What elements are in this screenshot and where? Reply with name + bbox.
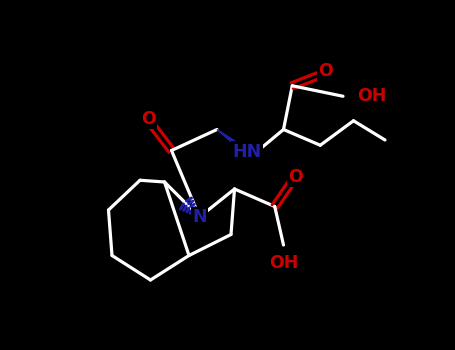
Text: OH: OH xyxy=(269,254,298,272)
Text: N: N xyxy=(192,208,207,226)
Text: O: O xyxy=(142,110,156,128)
Text: O: O xyxy=(318,62,333,80)
Polygon shape xyxy=(217,130,254,158)
Text: O: O xyxy=(288,168,303,186)
Text: HN: HN xyxy=(232,142,261,161)
Text: OH: OH xyxy=(357,87,386,105)
